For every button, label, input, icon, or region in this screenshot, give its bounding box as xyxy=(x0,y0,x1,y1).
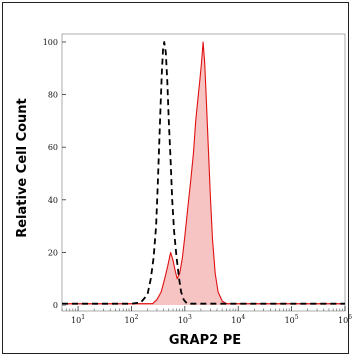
x-tick-label: 101 xyxy=(71,314,85,325)
y-tick-label: 40 xyxy=(48,196,58,205)
x-tick-label: 106 xyxy=(338,314,352,325)
control-histogram-line xyxy=(62,41,345,305)
x-tick-label: 103 xyxy=(178,314,192,325)
x-tick-label: 104 xyxy=(231,314,245,325)
y-tick-label: 80 xyxy=(48,91,58,100)
x-axis-ticks: 101 102 103 104 105 106 xyxy=(61,306,352,325)
y-tick-label: 0 xyxy=(53,301,58,310)
series-layer xyxy=(62,41,345,305)
x-axis-label: GRAP2 PE xyxy=(169,333,241,348)
x-tick-label: 102 xyxy=(124,314,138,325)
stained-histogram-line xyxy=(62,41,345,305)
y-tick-label: 60 xyxy=(48,143,58,152)
x-tick-label: 105 xyxy=(285,314,299,325)
plot-area-border xyxy=(61,33,346,312)
y-axis-label: Relative Cell Count xyxy=(15,98,30,238)
y-tick-label: 100 xyxy=(43,38,58,47)
histogram-fill xyxy=(62,42,345,305)
y-axis-ticks: 0 20 40 60 80 100 xyxy=(43,38,66,310)
y-tick-label: 20 xyxy=(48,248,58,257)
